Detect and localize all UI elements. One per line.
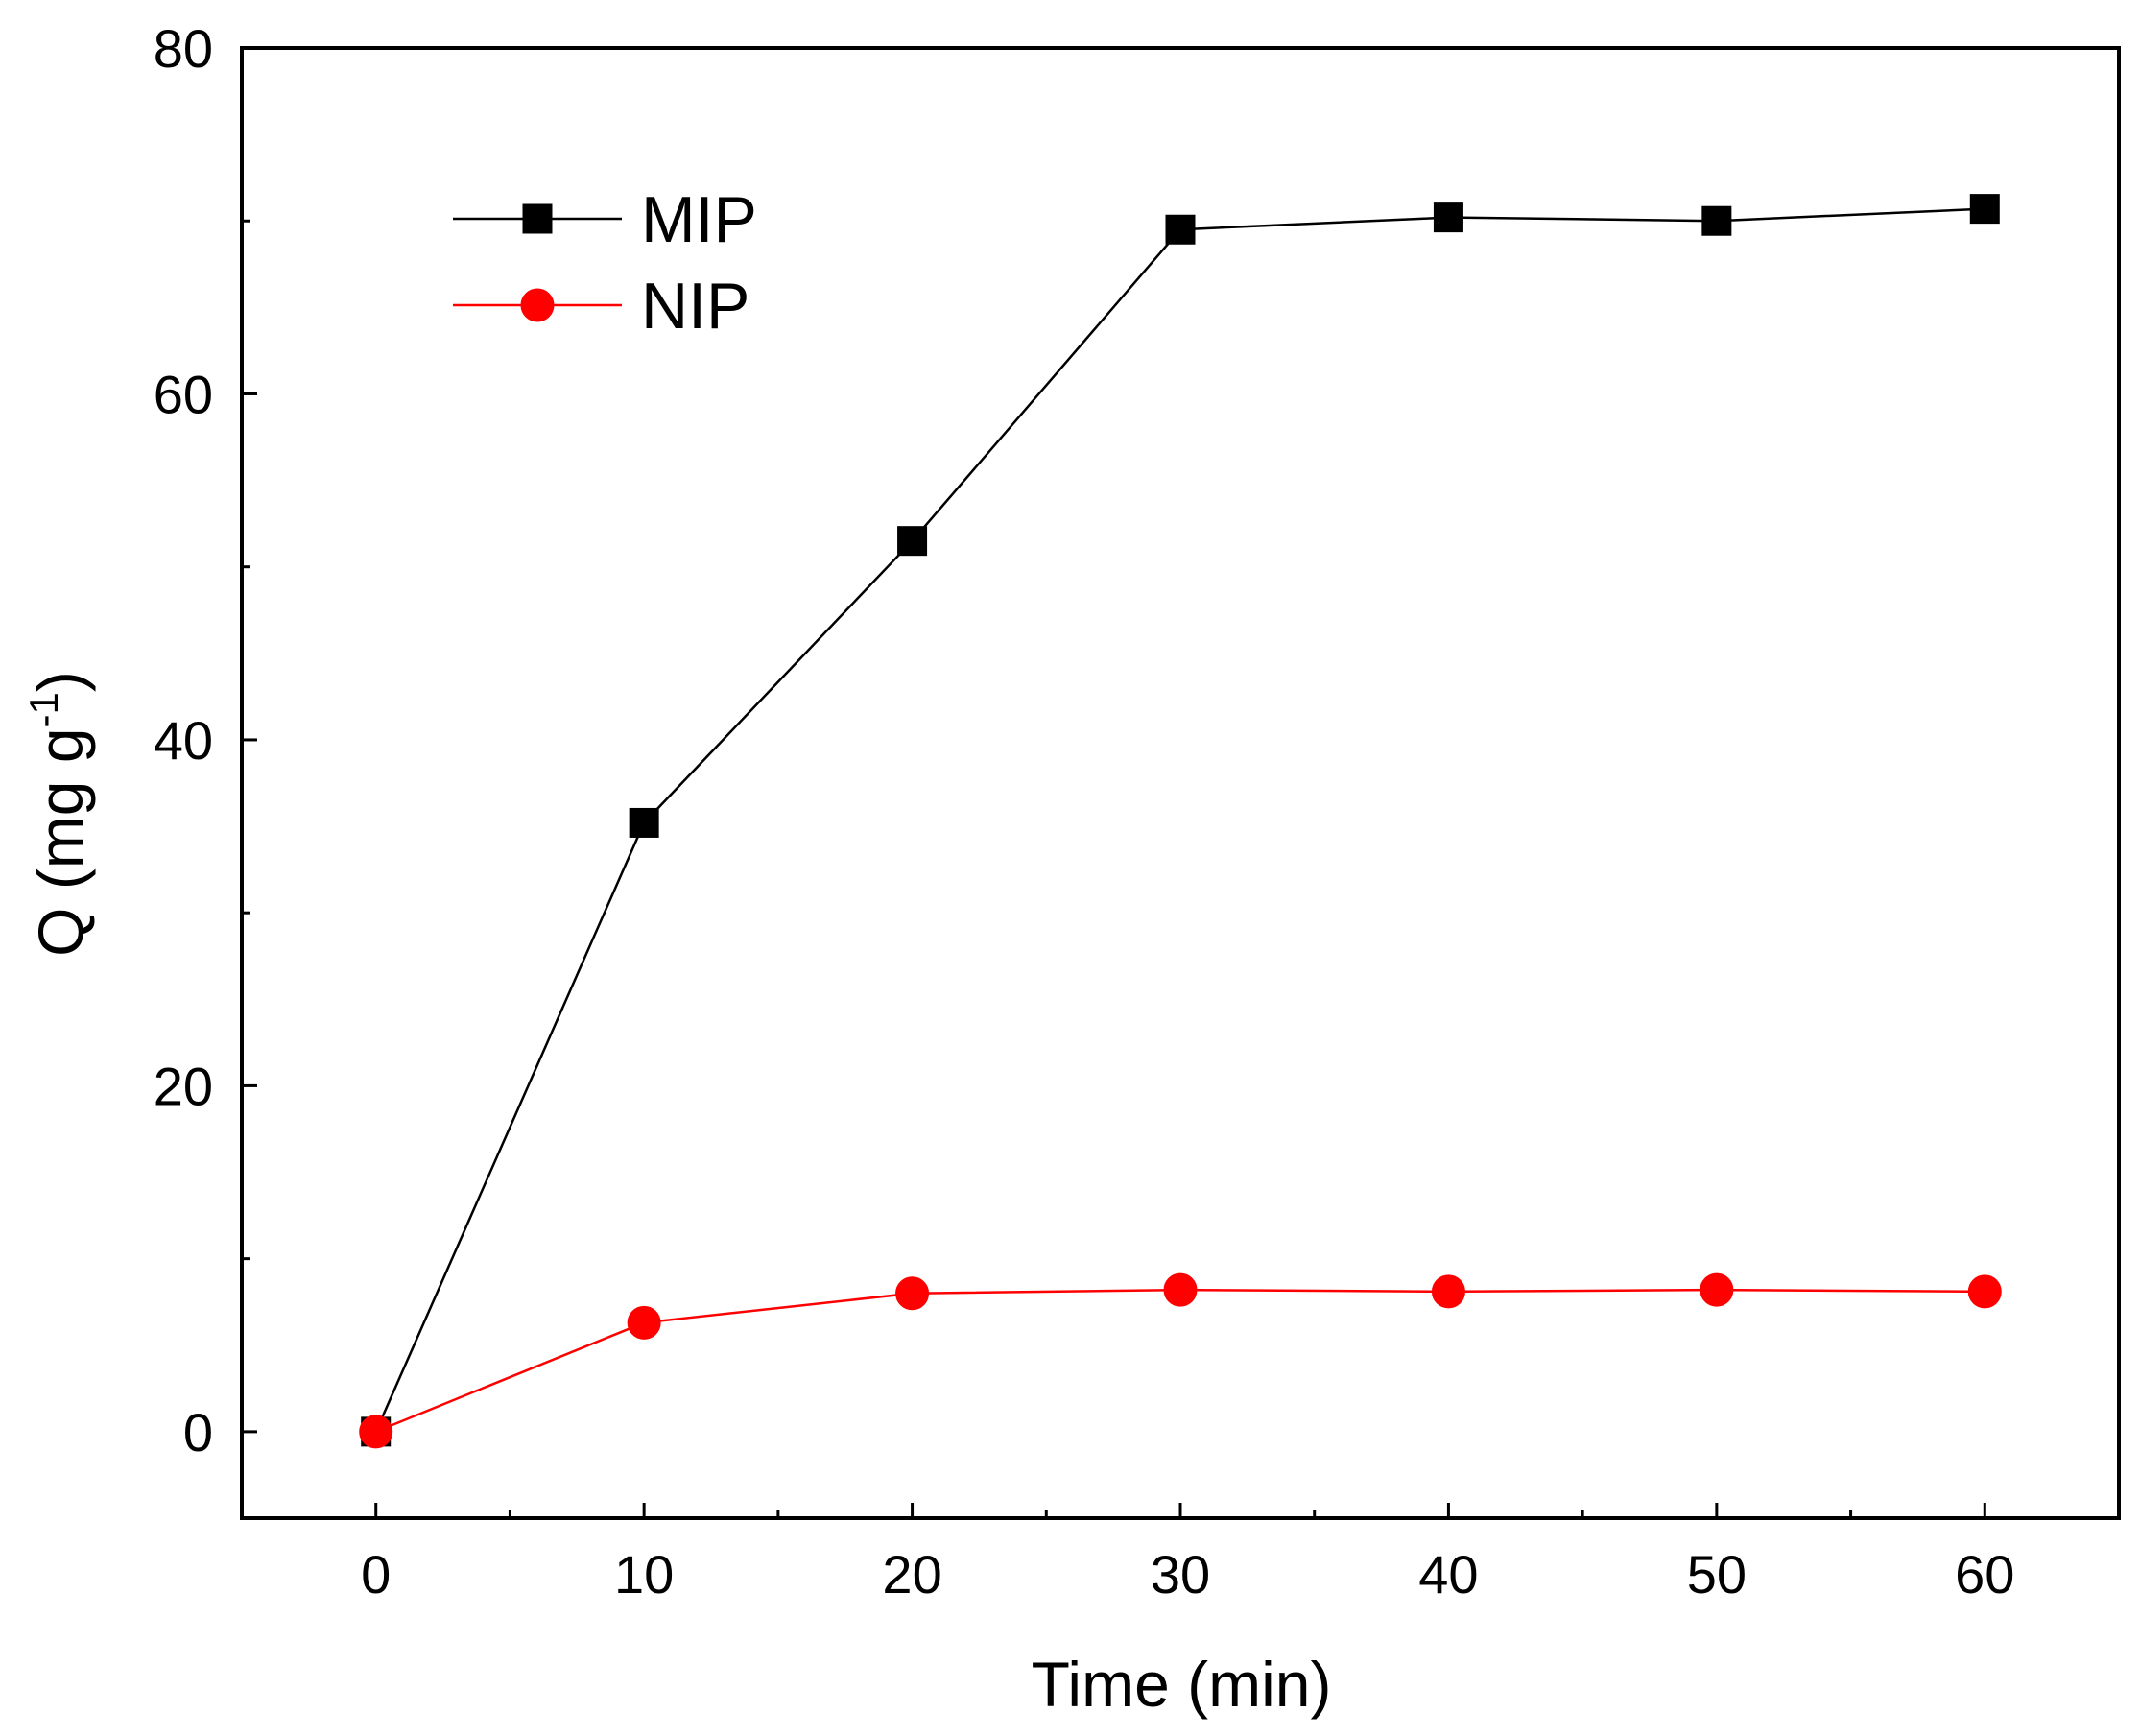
y-tick-label: 0 [183, 1402, 213, 1463]
data-point-nip [895, 1276, 930, 1311]
series-nip [359, 1272, 2002, 1449]
legend-marker-nip [520, 288, 555, 322]
legend-item-mip: MIP [453, 183, 757, 256]
x-tick-label: 10 [614, 1544, 674, 1605]
data-point-mip [1969, 194, 2000, 225]
legend: MIP NIP [453, 183, 757, 343]
x-tick-label: 30 [1151, 1544, 1210, 1605]
legend-label-nip: NIP [641, 270, 749, 343]
data-point-nip [1163, 1272, 1198, 1307]
y-tick-label: 60 [154, 364, 213, 424]
data-point-mip [1701, 205, 1732, 236]
data-point-nip [1700, 1272, 1734, 1307]
data-point-nip [1967, 1274, 2002, 1309]
y-axis-title-main: Q (mg g [25, 727, 96, 956]
series-line-mip [374, 207, 1985, 1433]
series-mip [361, 194, 2000, 1447]
legend-marker-mip [522, 203, 553, 234]
series-group [359, 194, 2002, 1449]
legend-label-mip: MIP [641, 183, 757, 256]
data-point-mip [1165, 214, 1196, 245]
data-point-mip [1433, 202, 1463, 233]
x-tick-label: 20 [882, 1544, 941, 1605]
data-point-nip [627, 1305, 661, 1340]
x-tick-label: 40 [1418, 1544, 1478, 1605]
y-tick-label: 20 [154, 1056, 213, 1116]
data-point-nip [359, 1415, 393, 1449]
ticks-group: 0 10 20 30 40 50 60 0 20 40 60 80 [154, 18, 2015, 1605]
y-axis-title-superscript: -1 [21, 692, 66, 727]
legend-item-nip: NIP [453, 270, 749, 343]
y-axis-title-close: ) [25, 671, 96, 692]
y-tick-label: 80 [154, 18, 213, 79]
data-point-mip [629, 807, 659, 838]
data-point-nip [1431, 1274, 1465, 1309]
data-point-mip [897, 526, 928, 557]
x-axis-title: Time (min) [1032, 1649, 1332, 1720]
series-line-nip [375, 1288, 1985, 1434]
x-tick-label: 0 [361, 1544, 391, 1605]
x-tick-label: 60 [1955, 1544, 2014, 1605]
x-tick-label: 50 [1687, 1544, 1747, 1605]
y-tick-label: 40 [154, 710, 213, 771]
y-axis-title: Q (mg g-1) [21, 671, 96, 957]
